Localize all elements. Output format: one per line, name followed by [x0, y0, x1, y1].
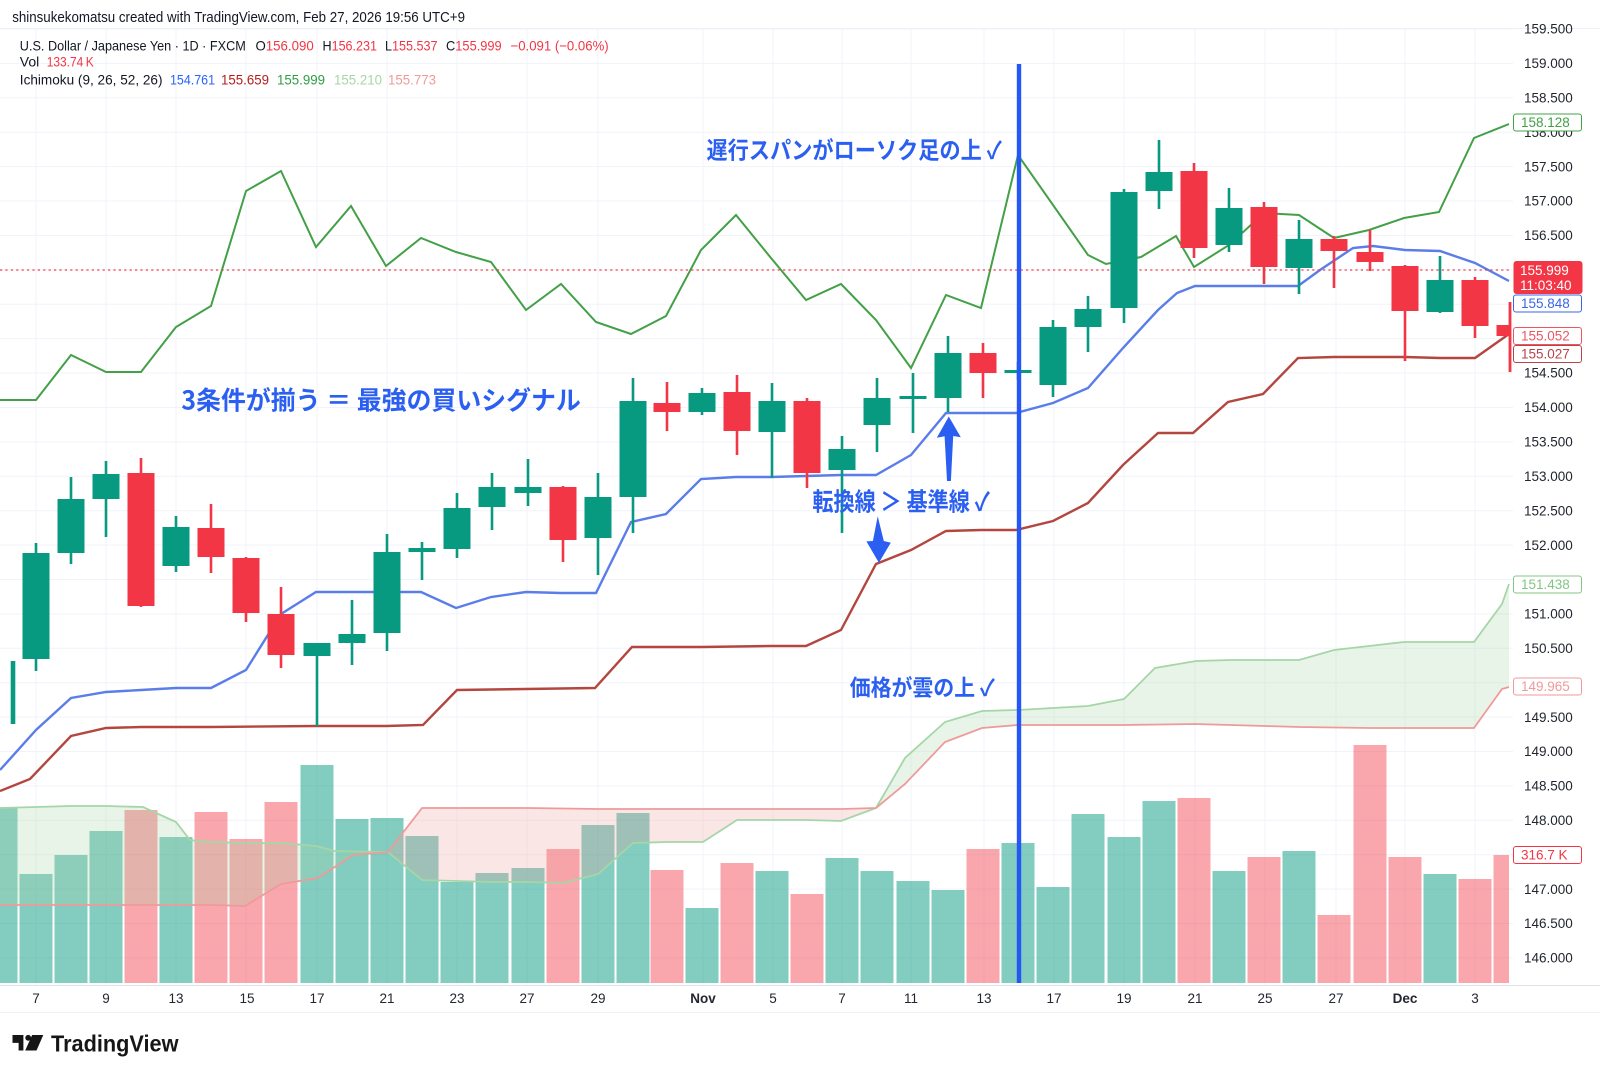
svg-text:shinsukekomatsu created with T: shinsukekomatsu created with TradingView…	[12, 9, 465, 26]
svg-text:157.000: 157.000	[1524, 194, 1573, 209]
svg-text:23: 23	[449, 991, 464, 1006]
svg-text:146.000: 146.000	[1524, 951, 1573, 966]
svg-text:150.500: 150.500	[1524, 641, 1573, 656]
svg-text:155.659: 155.659	[221, 72, 269, 88]
svg-text:21: 21	[1187, 991, 1202, 1006]
svg-text:151.438: 151.438	[1521, 577, 1570, 592]
svg-text:154.761: 154.761	[170, 72, 215, 88]
svg-text:154.000: 154.000	[1524, 400, 1573, 415]
svg-text:21: 21	[379, 991, 394, 1006]
svg-text:C155.999: C155.999	[446, 37, 502, 53]
svg-text:11:03:40: 11:03:40	[1520, 278, 1572, 293]
svg-text:Vol: Vol	[20, 54, 39, 70]
svg-text:7: 7	[838, 991, 846, 1006]
svg-text:Ichimoku (9, 26, 52, 26): Ichimoku (9, 26, 52, 26)	[20, 72, 163, 88]
svg-text:11: 11	[904, 991, 918, 1006]
svg-text:133.74 K: 133.74 K	[47, 54, 95, 70]
svg-text:152.000: 152.000	[1524, 538, 1573, 553]
svg-text:154.500: 154.500	[1524, 366, 1573, 381]
svg-text:17: 17	[1046, 991, 1061, 1006]
svg-text:147.000: 147.000	[1524, 882, 1573, 897]
svg-text:316.7 K: 316.7 K	[1521, 848, 1568, 863]
svg-text:156.500: 156.500	[1524, 228, 1573, 243]
svg-text:155.848: 155.848	[1521, 296, 1570, 311]
svg-text:158.128: 158.128	[1521, 115, 1570, 130]
svg-text:7: 7	[32, 991, 40, 1006]
svg-text:153.000: 153.000	[1524, 469, 1573, 484]
svg-text:148.000: 148.000	[1524, 813, 1573, 828]
svg-text:9: 9	[102, 991, 110, 1006]
svg-text:Dec: Dec	[1393, 991, 1418, 1006]
svg-text:TradingView: TradingView	[51, 1031, 179, 1057]
svg-text:151.000: 151.000	[1524, 607, 1573, 622]
svg-text:146.500: 146.500	[1524, 916, 1573, 931]
svg-text:157.500: 157.500	[1524, 159, 1573, 174]
svg-text:3: 3	[1471, 991, 1479, 1006]
svg-text:155.999: 155.999	[1520, 263, 1569, 278]
svg-text:155.210: 155.210	[334, 72, 382, 88]
svg-text:15: 15	[239, 991, 254, 1006]
svg-text:149.500: 149.500	[1524, 710, 1573, 725]
svg-text:L155.537: L155.537	[385, 37, 438, 53]
svg-text:H156.231: H156.231	[323, 37, 378, 53]
svg-text:13: 13	[168, 991, 183, 1006]
svg-text:27: 27	[519, 991, 534, 1006]
svg-text:17: 17	[309, 991, 324, 1006]
svg-text:149.965: 149.965	[1521, 679, 1570, 694]
svg-text:155.999: 155.999	[277, 72, 325, 88]
svg-text:159.500: 159.500	[1524, 22, 1573, 37]
svg-text:29: 29	[590, 991, 605, 1006]
svg-text:149.000: 149.000	[1524, 744, 1573, 759]
svg-text:153.500: 153.500	[1524, 435, 1573, 450]
svg-text:158.500: 158.500	[1524, 91, 1573, 106]
svg-text:25: 25	[1257, 991, 1272, 1006]
svg-text:13: 13	[976, 991, 991, 1006]
svg-text:O156.090: O156.090	[256, 37, 314, 53]
svg-text:Nov: Nov	[690, 991, 716, 1006]
svg-text:155.773: 155.773	[388, 72, 436, 88]
svg-text:19: 19	[1116, 991, 1131, 1006]
svg-text:−0.091 (−0.06%): −0.091 (−0.06%)	[511, 37, 609, 53]
svg-text:148.500: 148.500	[1524, 779, 1573, 794]
svg-text:152.500: 152.500	[1524, 503, 1573, 518]
svg-text:155.027: 155.027	[1521, 347, 1570, 362]
svg-text:155.052: 155.052	[1521, 329, 1570, 344]
svg-text:27: 27	[1328, 991, 1343, 1006]
svg-text:U.S. Dollar / Japanese Yen · 1: U.S. Dollar / Japanese Yen · 1D · FXCM	[20, 37, 246, 53]
svg-text:5: 5	[769, 991, 777, 1006]
svg-text:159.000: 159.000	[1524, 56, 1573, 71]
